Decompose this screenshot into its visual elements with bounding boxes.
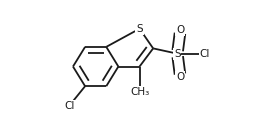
Text: O: O: [176, 72, 184, 82]
Text: CH₃: CH₃: [130, 87, 149, 97]
Text: S: S: [174, 49, 181, 59]
Text: Cl: Cl: [64, 101, 75, 111]
Text: S: S: [136, 24, 143, 34]
Text: O: O: [176, 25, 184, 35]
Text: Cl: Cl: [199, 49, 210, 59]
